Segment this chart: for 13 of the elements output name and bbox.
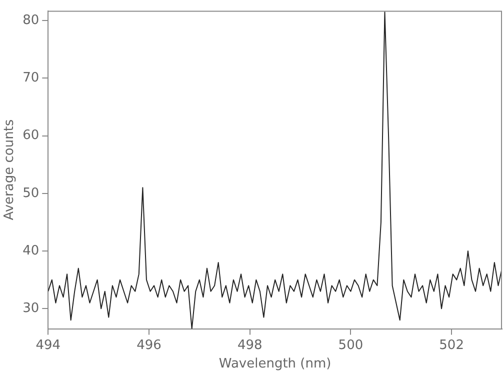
x-tick-label: 494 xyxy=(36,338,61,353)
y-tick-label: 40 xyxy=(22,243,40,258)
x-tick-label: 500 xyxy=(338,338,364,353)
y-tick-label: 50 xyxy=(22,186,40,201)
x-tick-label: 496 xyxy=(136,338,162,353)
y-tick-label: 60 xyxy=(22,128,40,144)
y-axis-title: Average counts xyxy=(2,119,18,220)
y-tick-label: 30 xyxy=(22,301,40,316)
x-tick-label: 502 xyxy=(439,338,464,353)
x-axis-title: Wavelength (nm) xyxy=(218,356,332,372)
x-tick-label: 498 xyxy=(237,338,262,353)
y-tick-label: 80 xyxy=(22,12,40,28)
y-tick-label: 70 xyxy=(22,70,40,86)
